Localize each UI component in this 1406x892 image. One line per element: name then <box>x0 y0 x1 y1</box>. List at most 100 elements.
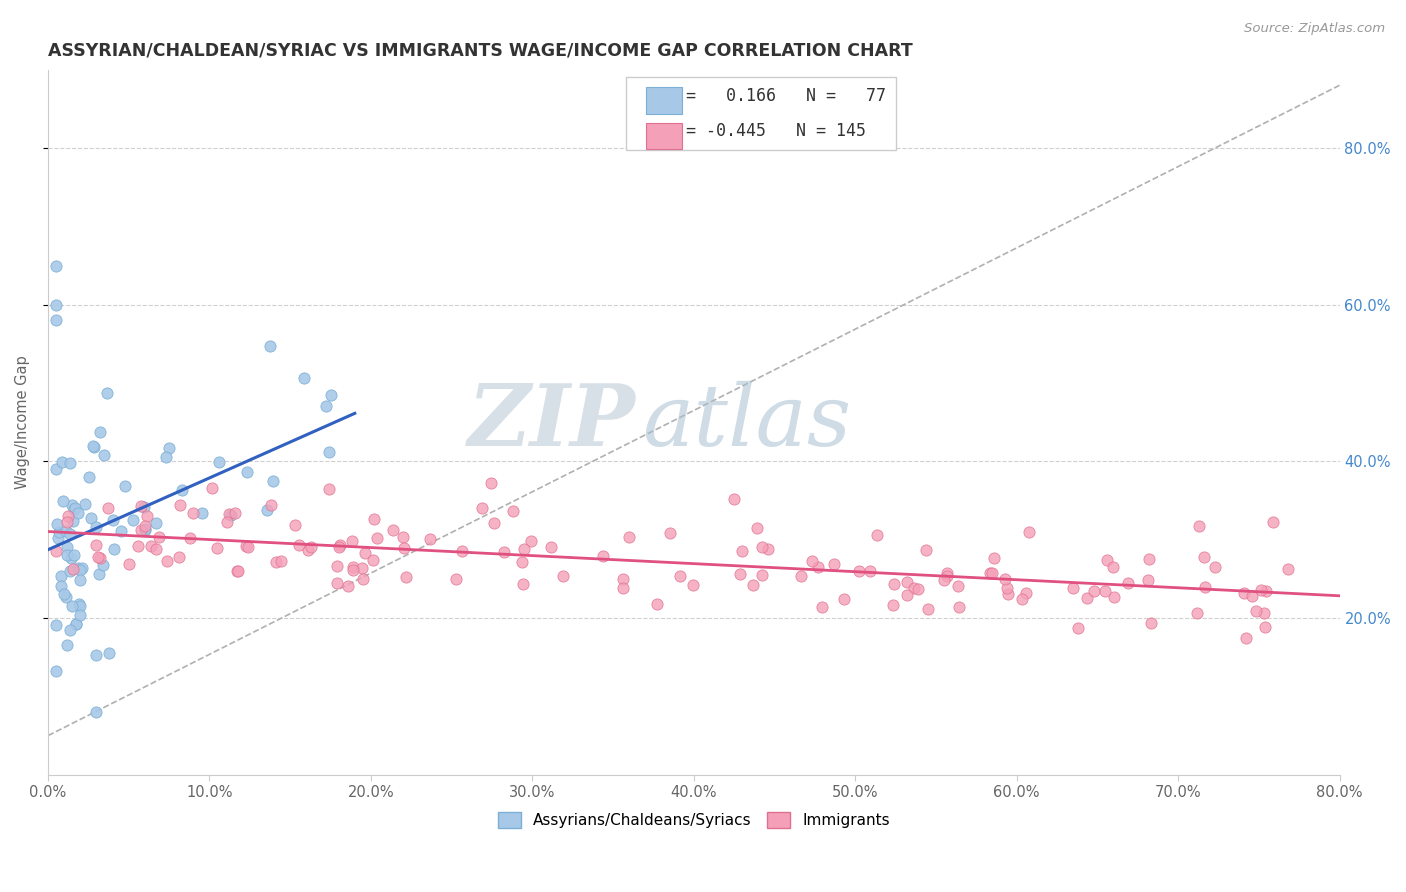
Point <box>832 592 855 607</box>
Point <box>58 456 80 470</box>
Point <box>801 553 824 567</box>
Point <box>224 506 246 520</box>
Point <box>366 531 388 545</box>
Point <box>1095 553 1118 567</box>
Point <box>329 538 352 552</box>
Point <box>482 516 505 531</box>
Point <box>382 523 405 537</box>
Point <box>946 579 969 593</box>
Text: ASSYRIAN/CHALDEAN/SYRIAC VS IMMIGRANTS WAGE/INCOME GAP CORRELATION CHART: ASSYRIAN/CHALDEAN/SYRIAC VS IMMIGRANTS W… <box>48 42 912 60</box>
Point <box>77 470 100 484</box>
Point <box>48 524 70 539</box>
Point <box>1118 575 1140 590</box>
Point <box>361 553 384 567</box>
Point <box>363 512 385 526</box>
Point <box>1015 586 1038 600</box>
Point <box>155 450 177 464</box>
Point <box>87 549 110 564</box>
Point <box>264 555 287 569</box>
Point <box>319 388 342 402</box>
Point <box>56 515 79 529</box>
Point <box>69 599 91 613</box>
Point <box>67 597 90 611</box>
Point <box>418 533 440 547</box>
Point <box>82 439 104 453</box>
Point <box>997 587 1019 601</box>
Point <box>995 582 1018 596</box>
Point <box>218 507 240 521</box>
Point <box>354 546 377 560</box>
Point <box>807 559 830 574</box>
Point <box>45 618 67 632</box>
Point <box>741 578 763 592</box>
Point <box>60 551 83 566</box>
Point <box>540 540 562 554</box>
Point <box>451 544 474 558</box>
Point <box>494 544 516 558</box>
Point <box>208 455 231 469</box>
Point <box>45 313 67 327</box>
Point <box>86 705 108 719</box>
Point <box>553 569 575 583</box>
Point <box>59 623 82 637</box>
Point <box>981 566 1004 581</box>
Point <box>65 617 87 632</box>
Point <box>45 462 67 476</box>
Point <box>1011 592 1033 607</box>
Point <box>1194 549 1216 564</box>
Point <box>59 564 82 578</box>
Point <box>1277 561 1299 575</box>
Point <box>46 517 69 532</box>
Point <box>350 561 373 575</box>
Point <box>262 474 284 488</box>
Point <box>328 540 350 554</box>
Point <box>934 573 956 587</box>
Point <box>659 526 682 541</box>
Point <box>136 509 159 524</box>
Point <box>157 442 180 456</box>
Point <box>1083 584 1105 599</box>
Point <box>645 597 668 611</box>
Point <box>259 339 281 353</box>
Point <box>948 599 970 614</box>
Point <box>93 448 115 462</box>
Point <box>619 530 641 544</box>
Point <box>1187 606 1209 620</box>
Point <box>731 544 754 558</box>
Point <box>55 590 77 604</box>
Point <box>134 522 156 536</box>
Point <box>299 540 322 554</box>
Point <box>1139 616 1161 631</box>
Point <box>1188 519 1211 533</box>
Point <box>352 572 374 586</box>
Point <box>994 572 1017 586</box>
Point <box>49 569 72 583</box>
Point <box>1194 581 1216 595</box>
Point <box>823 557 845 571</box>
Point <box>132 500 155 514</box>
Y-axis label: Wage/Income Gap: Wage/Income Gap <box>15 355 30 489</box>
Point <box>191 506 214 520</box>
Point <box>169 550 191 565</box>
Point <box>297 542 319 557</box>
Point <box>917 602 939 616</box>
Point <box>56 508 79 523</box>
Point <box>471 501 494 516</box>
Point <box>936 566 959 580</box>
Point <box>502 503 524 517</box>
Point <box>179 532 201 546</box>
Point <box>883 577 905 591</box>
Point <box>98 646 121 660</box>
Point <box>1076 591 1098 606</box>
Point <box>682 577 704 591</box>
Point <box>1254 620 1277 634</box>
Legend: Assyrians/Chaldeans/Syriacs, Immigrants: Assyrians/Chaldeans/Syriacs, Immigrants <box>492 806 896 834</box>
Point <box>75 497 97 511</box>
Point <box>69 573 91 587</box>
Point <box>49 580 72 594</box>
Point <box>1240 589 1263 603</box>
Point <box>288 538 311 552</box>
Point <box>1137 552 1160 566</box>
Point <box>63 549 86 563</box>
Point <box>226 564 249 578</box>
